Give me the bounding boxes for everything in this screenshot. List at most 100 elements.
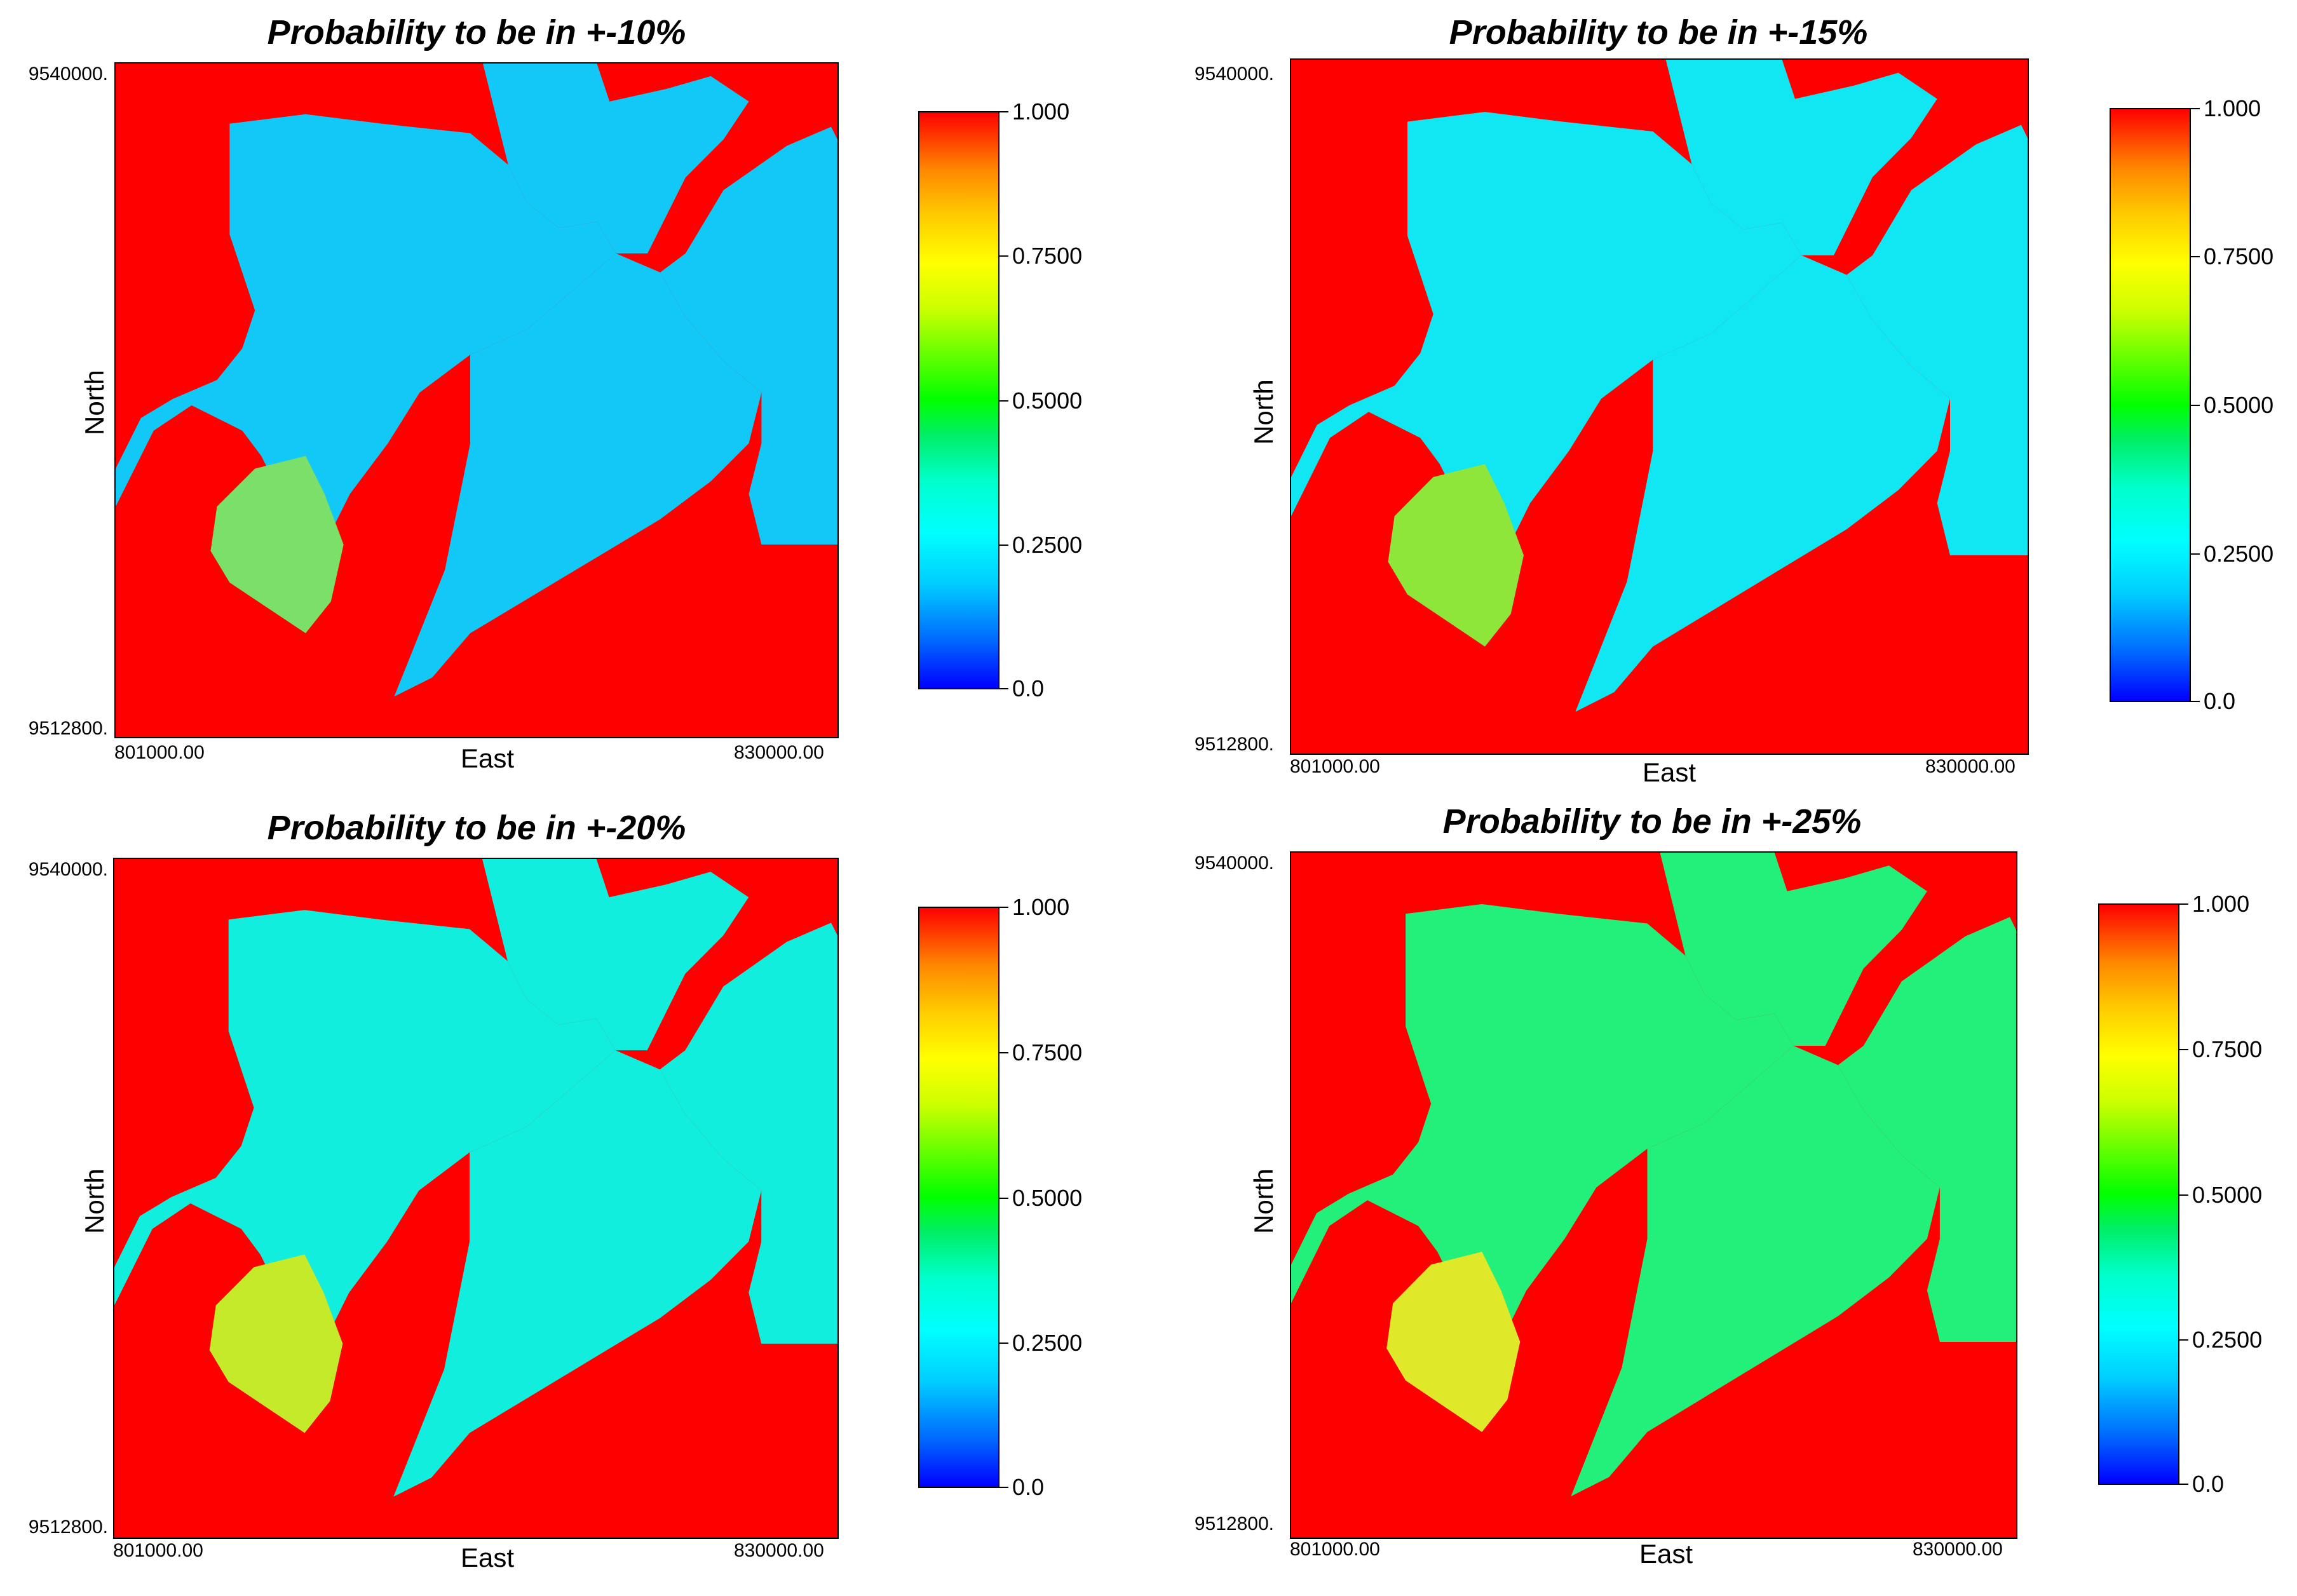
colorbar-label-025: 0.2500	[2204, 541, 2274, 567]
colorbar-label-025: 0.2500	[1012, 1330, 1083, 1356]
colorbar-label-0: 0.0	[2192, 1471, 2225, 1497]
colorbar-tick	[999, 400, 1008, 402]
chart-title: Probability to be in +-15%	[1449, 13, 1868, 51]
heatmap-plot	[113, 858, 839, 1539]
y-tick-top: 9540000.	[28, 859, 108, 880]
x-tick-right: 830000.00	[1925, 756, 2016, 777]
y-tick-top: 9540000.	[28, 64, 108, 85]
y-tick-bottom: 9512800.	[1194, 1513, 1274, 1534]
colorbar-tick	[2191, 108, 2200, 109]
x-axis-label: East	[1639, 1539, 1693, 1569]
colorbar-tick	[999, 688, 1008, 689]
chart-title: Probability to be in +-20%	[267, 809, 686, 847]
colorbar-label-1: 1.000	[1012, 98, 1070, 125]
colorbar-tick	[2191, 256, 2200, 257]
y-axis-label: North	[1249, 1168, 1278, 1234]
colorbar-tick	[2179, 903, 2188, 905]
colorbar-label-025: 0.2500	[2192, 1327, 2263, 1353]
map-region	[394, 253, 762, 697]
colorbar	[2098, 903, 2179, 1485]
colorbar-label-05: 0.5000	[1012, 1185, 1083, 1211]
x-tick-left: 801000.00	[113, 1540, 203, 1561]
chart-title: Probability to be in +-25%	[1442, 802, 1862, 841]
colorbar-tick	[999, 907, 1008, 908]
x-tick-left: 801000.00	[1290, 756, 1380, 777]
y-tick-bottom: 9512800.	[1194, 734, 1274, 755]
colorbar	[2110, 108, 2191, 702]
heatmap-map	[114, 859, 837, 1538]
map-region	[1838, 917, 2016, 1342]
map-region	[1291, 904, 1794, 1342]
y-tick-top: 9540000.	[1194, 64, 1274, 85]
colorbar-tick	[999, 544, 1008, 546]
y-axis-label: North	[79, 1168, 109, 1234]
y-axis-label: North	[1249, 379, 1278, 445]
panel-prob-25: Probability to be in +-25% 9540000. 9512…	[1166, 802, 2297, 1590]
map-region	[1386, 1252, 1521, 1432]
colorbar-label-05: 0.5000	[2204, 392, 2274, 418]
map-region	[660, 126, 837, 545]
colorbar-label-0: 0.0	[1012, 675, 1045, 701]
colorbar-tick	[2179, 1049, 2188, 1050]
colorbar-tick	[999, 1487, 1008, 1488]
y-axis-label: North	[79, 370, 109, 435]
colorbar-tick	[2179, 1484, 2188, 1485]
map-region	[1575, 255, 1950, 712]
heatmap-plot	[1290, 58, 2029, 755]
map-region	[482, 859, 749, 1051]
colorbar-label-1: 1.000	[2192, 891, 2250, 917]
map-region	[1660, 853, 1927, 1046]
y-tick-bottom: 9512800.	[28, 1517, 108, 1538]
colorbar-label-0: 0.0	[2204, 688, 2236, 714]
x-tick-right: 830000.00	[1913, 1539, 2003, 1560]
x-tick-left: 801000.00	[114, 742, 205, 763]
map-region	[482, 64, 749, 254]
map-region	[1291, 112, 1802, 556]
map-region	[1571, 1045, 1940, 1497]
map-region	[660, 923, 837, 1344]
colorbar-tick	[2191, 405, 2200, 406]
panel-prob-20: Probability to be in +-20% 9540000. 9512…	[0, 808, 1131, 1596]
colorbar-tick	[999, 1342, 1008, 1344]
panel-prob-15: Probability to be in +-15% 9540000. 9512…	[1166, 13, 2297, 801]
panel-prob-10: Probability to be in +-10% 9540000. 9512…	[0, 13, 1131, 801]
colorbar-tick	[2191, 553, 2200, 555]
heatmap-map	[1291, 853, 2016, 1538]
colorbar-tick	[2179, 1194, 2188, 1196]
x-axis-label: East	[1643, 757, 1697, 787]
colorbar-label-05: 0.5000	[1012, 388, 1083, 414]
map-region	[1846, 125, 2028, 555]
colorbar	[918, 111, 999, 689]
colorbar-tick	[999, 1198, 1008, 1199]
x-axis-label: East	[461, 743, 515, 773]
colorbar-label-075: 0.7500	[2192, 1036, 2263, 1062]
x-tick-right: 830000.00	[734, 1540, 824, 1561]
colorbar-label-1: 1.000	[1012, 894, 1070, 920]
heatmap-plot	[114, 62, 839, 738]
map-region	[209, 1254, 343, 1433]
map-region	[114, 910, 616, 1344]
colorbar-label-0: 0.0	[1012, 1474, 1045, 1500]
colorbar	[918, 907, 999, 1488]
map-region	[393, 1050, 762, 1497]
colorbar-label-1: 1.000	[2204, 95, 2261, 121]
colorbar-label-075: 0.7500	[1012, 1039, 1083, 1065]
colorbar-label-025: 0.2500	[1012, 532, 1083, 558]
map-region	[210, 456, 344, 633]
x-tick-left: 801000.00	[1290, 1539, 1380, 1560]
colorbar-tick	[999, 1052, 1008, 1053]
y-tick-top: 9540000.	[1194, 853, 1274, 874]
heatmap-plot	[1290, 851, 2017, 1539]
map-region	[1665, 60, 1937, 255]
x-tick-right: 830000.00	[734, 742, 824, 763]
chart-title: Probability to be in +-10%	[267, 13, 686, 51]
y-tick-bottom: 9512800.	[28, 718, 108, 739]
colorbar-label-075: 0.7500	[2204, 243, 2274, 269]
map-region	[116, 114, 616, 545]
map-region	[1388, 464, 1524, 647]
colorbar-tick	[999, 255, 1008, 257]
colorbar-tick	[2191, 701, 2200, 702]
x-axis-label: East	[461, 1543, 515, 1572]
heatmap-map	[116, 64, 837, 737]
heatmap-map	[1291, 60, 2028, 754]
